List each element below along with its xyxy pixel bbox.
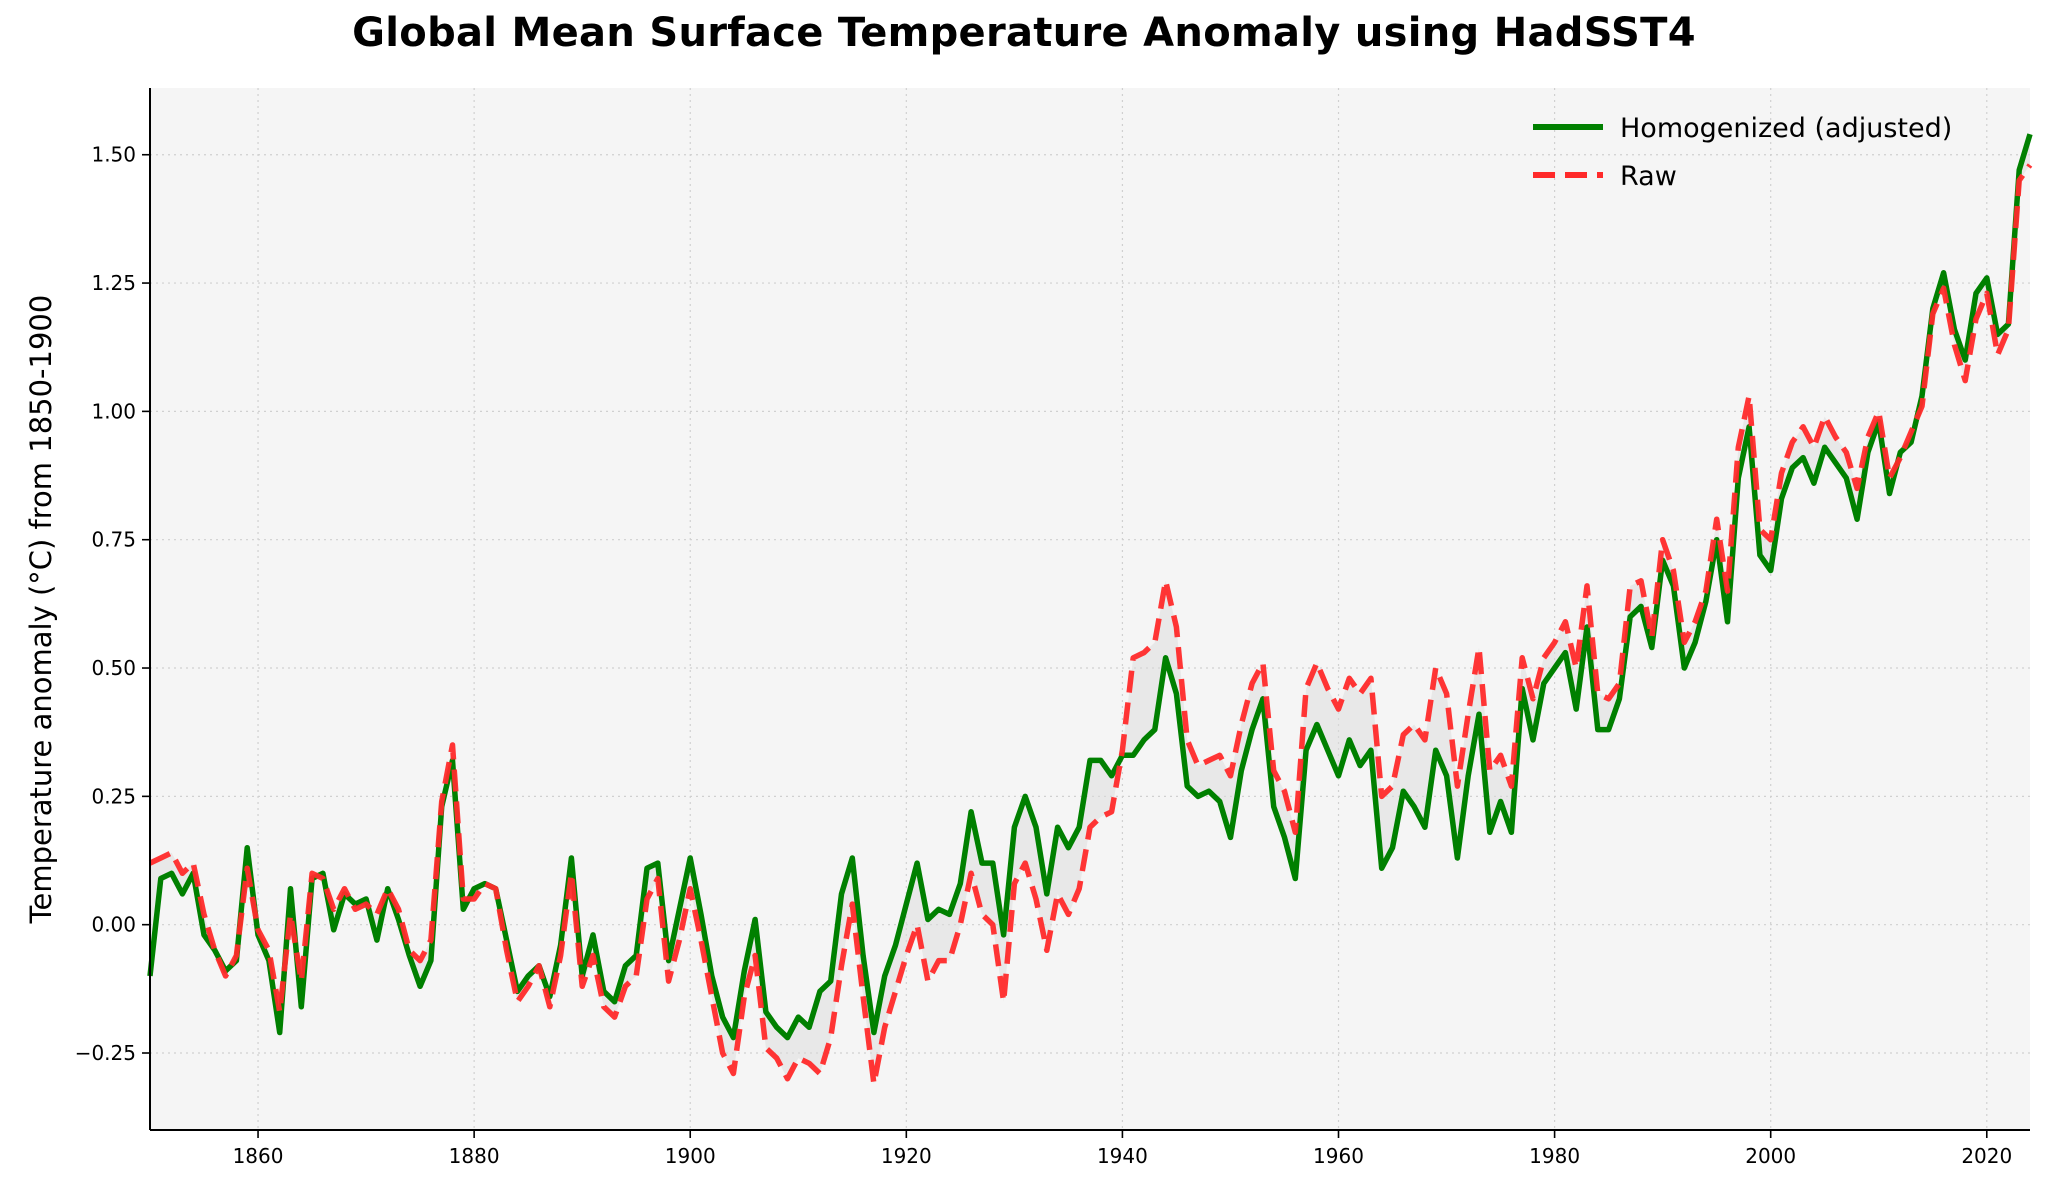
x-tick-label: 1880 bbox=[449, 1144, 500, 1168]
y-axis-label: Temperature anomaly (°C) from 1850-1900 bbox=[24, 295, 58, 925]
y-tick-label: 0.25 bbox=[91, 784, 136, 808]
x-tick-label: 2000 bbox=[1745, 1144, 1796, 1168]
x-tick-label: 1900 bbox=[665, 1144, 716, 1168]
x-tick-label: 1860 bbox=[233, 1144, 284, 1168]
x-tick-label: 1940 bbox=[1097, 1144, 1148, 1168]
y-tick-label: 1.50 bbox=[91, 143, 136, 167]
y-tick-label: 0.75 bbox=[91, 528, 136, 552]
chart-title: Global Mean Surface Temperature Anomaly … bbox=[352, 10, 1696, 56]
raw-series-line bbox=[148, 163, 2033, 1087]
homogenized-series-line bbox=[147, 133, 2033, 1041]
axes bbox=[149, 88, 2030, 1131]
y-tick-label: 0.00 bbox=[91, 913, 136, 937]
y-tick-label: −0.25 bbox=[75, 1041, 136, 1065]
y-tick-label: 1.00 bbox=[91, 399, 136, 423]
y-tick-label: 1.25 bbox=[91, 271, 136, 295]
x-tick-label: 2020 bbox=[1961, 1144, 2012, 1168]
legend-label-raw: Raw bbox=[1620, 161, 1677, 192]
x-tick-label: 1960 bbox=[1313, 1144, 1364, 1168]
plot-background bbox=[150, 88, 2030, 1130]
y-tick-label: 0.50 bbox=[91, 656, 136, 680]
x-tick-label: 1980 bbox=[1529, 1144, 1580, 1168]
x-tick-label: 1920 bbox=[881, 1144, 932, 1168]
legend-label-homogenized: Homogenized (adjusted) bbox=[1620, 113, 1952, 144]
legend: Homogenized (adjusted) Raw bbox=[1533, 113, 1952, 192]
series-lines bbox=[147, 133, 2033, 1087]
axis-ticks: 1860 1880 1900 1920 1940 1960 1980 2000 2020 −0.2… bbox=[75, 143, 2013, 1168]
